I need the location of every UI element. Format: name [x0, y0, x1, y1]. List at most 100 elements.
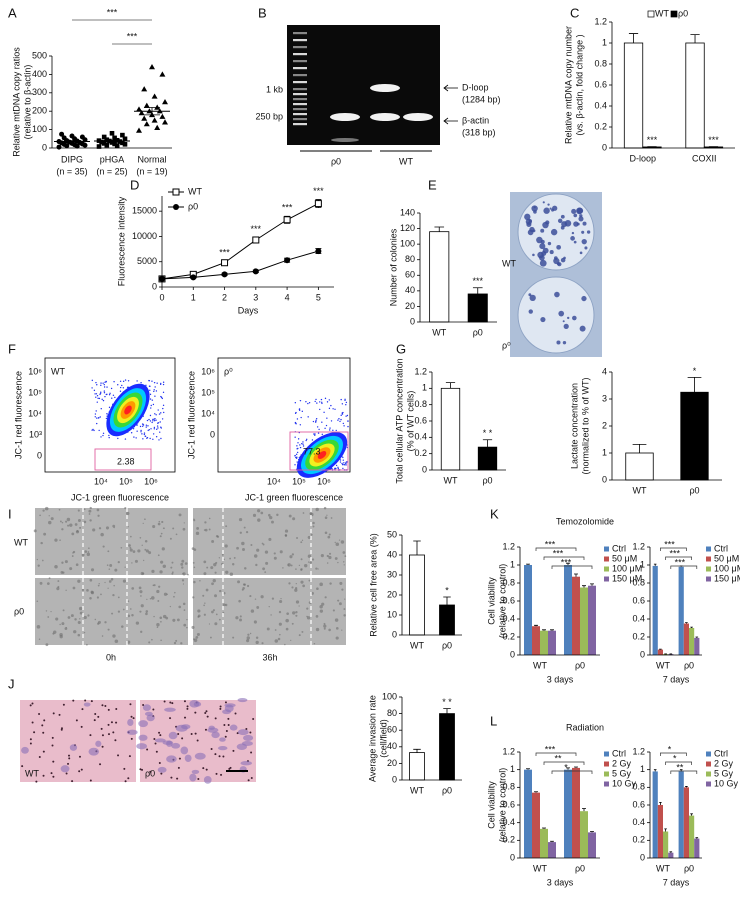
cell — [114, 639, 119, 644]
pore — [158, 761, 161, 764]
event — [300, 416, 302, 419]
event — [108, 436, 110, 439]
cell — [135, 621, 140, 625]
x-tick-label: WT — [533, 660, 547, 670]
cell — [181, 579, 185, 582]
event — [307, 402, 309, 405]
pore — [153, 738, 156, 741]
event — [338, 418, 340, 420]
cell — [211, 540, 215, 543]
event — [318, 428, 320, 431]
cell — [144, 540, 148, 543]
colony — [547, 203, 550, 206]
point — [59, 131, 65, 137]
bar — [683, 623, 689, 655]
pore — [123, 767, 126, 770]
cell — [195, 531, 200, 536]
panel-label: C — [570, 5, 579, 20]
pore — [181, 737, 184, 740]
bar — [668, 852, 674, 858]
y-axis-label: (relative to β-actin) — [22, 65, 32, 140]
event — [117, 384, 119, 386]
cell — [208, 517, 211, 520]
cell — [129, 608, 132, 610]
event — [119, 390, 122, 392]
cell — [260, 595, 264, 599]
event — [119, 386, 122, 389]
cell — [86, 643, 88, 646]
x-tick-label: D-loop — [629, 153, 656, 163]
cell — [76, 530, 79, 533]
event — [152, 418, 154, 421]
colony — [558, 310, 565, 317]
photo — [193, 508, 346, 575]
cell — [159, 535, 162, 538]
event — [122, 380, 125, 383]
event — [345, 464, 347, 466]
cell — [274, 629, 277, 631]
event — [330, 420, 333, 422]
error-bar — [690, 34, 700, 43]
cell — [182, 527, 186, 531]
cell — [337, 599, 340, 602]
invaded-cell — [146, 714, 155, 722]
pore — [68, 757, 71, 760]
cell — [104, 621, 107, 624]
cell — [215, 534, 219, 538]
cell — [256, 548, 260, 552]
error-bar — [653, 563, 657, 566]
pore — [29, 742, 32, 745]
legend-swatch — [604, 546, 609, 552]
pore — [97, 715, 100, 718]
bar — [532, 792, 540, 858]
cell — [278, 622, 282, 626]
event — [340, 414, 342, 417]
event — [162, 381, 165, 383]
event — [96, 401, 98, 403]
bar — [548, 842, 556, 858]
marker — [252, 268, 259, 275]
invaded-cell — [203, 776, 212, 784]
event — [154, 386, 156, 388]
event — [323, 411, 325, 414]
event — [114, 396, 116, 399]
bar — [524, 565, 532, 655]
cell — [255, 563, 258, 567]
event — [342, 422, 345, 425]
y-tick-label: 50 — [387, 529, 397, 539]
event — [149, 389, 151, 391]
event — [295, 423, 297, 425]
cell — [178, 513, 182, 517]
pore — [215, 772, 218, 775]
pore — [65, 772, 68, 775]
cell — [87, 551, 90, 553]
event — [158, 413, 161, 415]
cell — [215, 613, 218, 616]
y-tick-label: 0.8 — [502, 577, 515, 587]
cell — [268, 606, 270, 608]
x-tick-label: Normal — [137, 154, 166, 164]
event — [117, 437, 119, 440]
pore — [218, 755, 221, 758]
cell — [312, 525, 315, 528]
event — [95, 410, 97, 412]
cell — [199, 579, 201, 582]
invaded-cell — [88, 747, 100, 756]
cell — [341, 588, 344, 591]
cell — [141, 544, 143, 546]
cell — [98, 527, 102, 530]
lane-label: WT — [399, 156, 413, 166]
plot-frame — [44, 357, 176, 473]
y-tick-label: 20 — [387, 758, 397, 768]
panel-label: D — [130, 177, 139, 192]
error-bar — [669, 851, 673, 853]
cell — [229, 572, 234, 576]
legend-swatch — [670, 10, 678, 18]
event — [324, 427, 326, 430]
x-tick-label: WT — [444, 475, 458, 485]
pore — [130, 737, 133, 740]
cell — [161, 547, 165, 551]
panel-label: K — [490, 506, 499, 521]
cell — [268, 537, 272, 541]
invaded-cell — [154, 738, 166, 743]
